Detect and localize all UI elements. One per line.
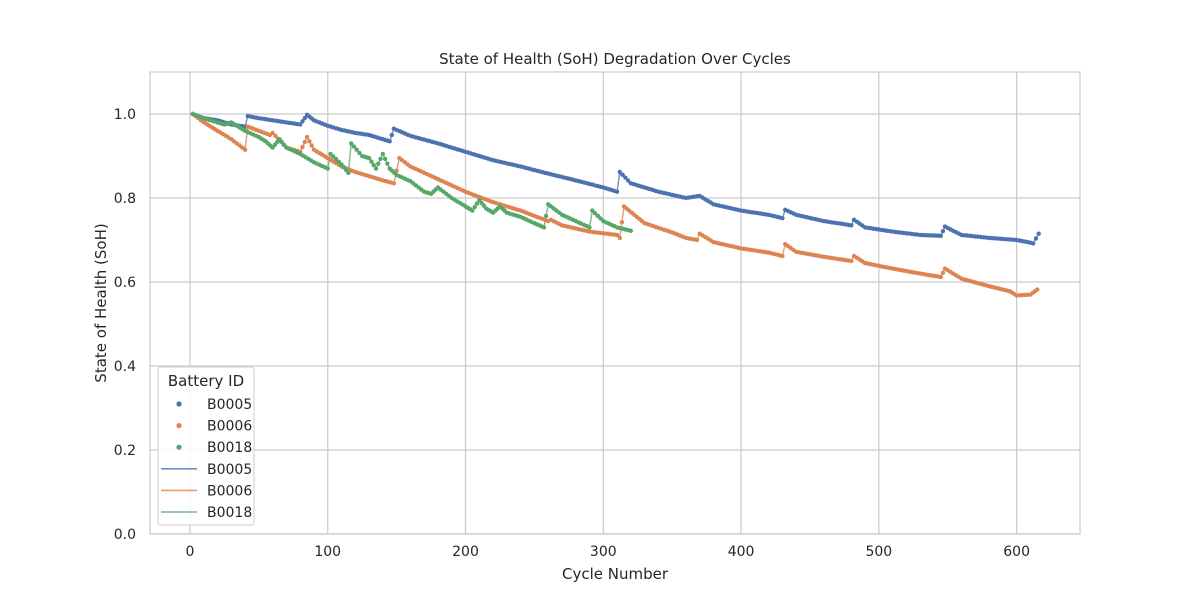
x-tick-label: 200	[452, 544, 479, 560]
data-point-b0005	[623, 175, 628, 180]
data-point-b0018	[543, 213, 549, 219]
data-point-b0005	[625, 178, 631, 183]
x-axis-title: Cycle Number	[562, 565, 669, 583]
legend-label: B0018	[207, 440, 252, 456]
legend: Battery ID B0005 B0006 B0018 B0005 B0006 B001…	[157, 366, 255, 526]
chart-title: State of Health (SoH) Degradation Over C…	[439, 50, 791, 68]
data-point-b0006	[302, 139, 307, 145]
data-point-b0006	[619, 220, 625, 225]
data-point-b0006	[940, 270, 946, 275]
data-point-b0018	[373, 166, 379, 171]
data-point-b0006	[694, 237, 700, 243]
data-point-b0006	[300, 144, 305, 150]
legend-marker-b0005	[176, 401, 182, 407]
data-point-b0005	[620, 172, 625, 177]
x-tick-label: 400	[728, 544, 755, 560]
legend-title: Battery ID	[168, 372, 244, 390]
data-point-b0005	[617, 169, 622, 175]
data-point-b0018	[380, 151, 385, 157]
x-tick-label: 100	[314, 544, 341, 560]
legend-label: B0005	[207, 462, 252, 478]
series-markers	[190, 111, 1041, 298]
data-point-b0005	[780, 216, 785, 221]
data-point-b0005	[302, 115, 307, 121]
data-point-b0018	[325, 166, 330, 171]
data-point-b0005	[1036, 231, 1041, 236]
data-point-b0018	[369, 159, 374, 164]
x-axis-ticks: 0 100 200 300 400 500 600	[185, 544, 1029, 560]
data-point-b0006	[270, 130, 275, 136]
data-point-b0005	[389, 132, 394, 138]
data-point-b0018	[470, 208, 475, 213]
y-tick-label: 0.2	[114, 443, 136, 459]
data-point-b0018	[592, 211, 598, 216]
data-point-b0018	[472, 204, 477, 210]
legend-marker-b0018	[176, 444, 182, 450]
data-point-b0006	[938, 274, 943, 280]
y-axis-title: State of Health (SoH)	[92, 223, 110, 382]
data-point-b0018	[351, 144, 357, 149]
data-point-b0018	[357, 150, 362, 156]
data-point-b0005	[1031, 241, 1036, 246]
y-tick-label: 1.0	[114, 107, 136, 123]
y-tick-label: 0.4	[114, 359, 136, 375]
data-point-b0018	[385, 161, 390, 166]
data-point-b0018	[378, 156, 383, 161]
data-point-b0006	[1035, 287, 1040, 292]
data-point-b0018	[371, 162, 376, 168]
y-tick-label: 0.8	[114, 191, 136, 207]
data-point-b0018	[333, 156, 339, 162]
data-point-b0005	[614, 189, 620, 194]
x-tick-label: 0	[185, 544, 194, 560]
y-tick-label: 0.0	[114, 527, 136, 543]
x-tick-label: 500	[865, 544, 892, 560]
data-point-b0005	[298, 122, 303, 127]
data-point-b0018	[349, 141, 354, 146]
data-point-b0006	[242, 147, 248, 152]
data-point-b0018	[541, 225, 547, 230]
data-point-b0005	[387, 139, 392, 144]
data-point-b0018	[628, 228, 633, 233]
data-point-b0006	[614, 232, 620, 238]
data-point-b0006	[309, 143, 314, 148]
data-point-b0005	[938, 233, 943, 238]
data-point-b0018	[346, 170, 351, 175]
data-point-b0005	[849, 223, 854, 228]
data-point-b0006	[304, 134, 310, 140]
data-point-b0005	[940, 229, 946, 234]
axes-frame	[149, 71, 1081, 535]
legend-label: B0018	[207, 505, 252, 521]
y-axis-ticks: 0.0 0.2 0.4 0.6 0.8 1.0	[114, 107, 136, 543]
x-tick-label: 600	[1003, 544, 1030, 560]
data-point-b0006	[273, 133, 278, 138]
data-point-b0006	[849, 258, 854, 264]
x-tick-label: 300	[590, 544, 617, 560]
legend-label: B0006	[207, 419, 252, 435]
data-point-b0018	[598, 216, 603, 221]
data-point-b0006	[391, 181, 397, 186]
data-point-b0018	[376, 161, 381, 166]
legend-label: B0005	[207, 397, 252, 413]
data-point-b0018	[331, 154, 336, 159]
data-point-b0018	[382, 156, 388, 161]
legend-box	[157, 366, 255, 526]
legend-entries: B0005 B0006 B0018 B0005 B0006 B0018	[161, 397, 252, 521]
y-tick-label: 0.6	[114, 275, 136, 291]
data-point-b0018	[366, 155, 372, 161]
data-point-b0005	[300, 119, 305, 124]
data-point-b0018	[587, 225, 592, 230]
legend-label: B0006	[207, 483, 252, 499]
data-point-b0018	[474, 201, 480, 206]
legend-marker-b0006	[176, 423, 182, 429]
data-point-b0018	[354, 147, 359, 152]
data-point-b0006	[307, 139, 312, 144]
data-point-b0006	[780, 253, 785, 259]
plot-area	[150, 72, 1080, 534]
data-point-b0005	[1033, 236, 1039, 241]
data-point-b0006	[617, 235, 622, 241]
